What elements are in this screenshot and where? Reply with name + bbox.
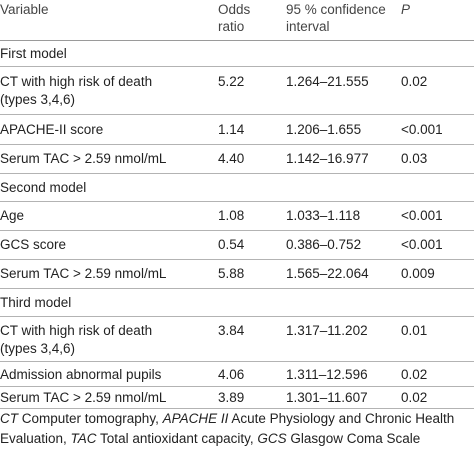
row-ci: 1.565–22.064: [286, 266, 369, 281]
footnote-def-tac: Total antioxidant capacity,: [96, 431, 258, 446]
section-title-second-model: Second model: [0, 180, 87, 195]
row-odds-ratio: 3.84: [218, 323, 245, 338]
row-divider: [0, 316, 474, 317]
footnote-abbr-ct: CT: [0, 411, 18, 426]
row-variable: APACHE-II score: [0, 122, 104, 137]
row-odds-ratio: 5.22: [218, 74, 245, 89]
row-ci: 1.264–21.555: [286, 74, 369, 89]
header-odds-ratio-line1: Odds: [218, 2, 251, 17]
row-p: 0.01: [401, 323, 428, 338]
row-p: 0.02: [401, 367, 428, 382]
row-ci: 1.301–11.607: [286, 390, 368, 405]
row-divider: [0, 66, 474, 67]
row-odds-ratio: 4.06: [218, 367, 245, 382]
row-divider: [0, 201, 474, 202]
row-variable: GCS score: [0, 237, 67, 252]
header-ci-line1: 95 % confidence: [286, 2, 386, 17]
row-variable: Serum TAC > 2.59 nmol/mL: [0, 151, 167, 166]
footnote-abbr-tac: TAC: [70, 431, 97, 446]
table-bottom-border: [0, 408, 474, 409]
header-ci-line2: interval: [286, 19, 330, 34]
section-title-third-model: Third model: [0, 295, 72, 310]
row-variable: Admission abnormal pupils: [0, 367, 162, 382]
row-p: 0.009: [401, 266, 435, 281]
row-divider: [0, 230, 474, 231]
row-divider: [0, 386, 474, 387]
row-ci: 1.317–11.202: [286, 323, 368, 338]
row-odds-ratio: 0.54: [218, 237, 245, 252]
footnote-abbr-gcs: GCS: [257, 431, 287, 446]
row-divider: [0, 361, 474, 362]
row-variable: Serum TAC > 2.59 nmol/mL: [0, 390, 167, 405]
row-p: 0.02: [401, 74, 428, 89]
row-variable: Serum TAC > 2.59 nmol/mL: [0, 266, 167, 281]
row-odds-ratio: 5.88: [218, 266, 245, 281]
row-divider: [0, 173, 474, 174]
row-ci: 0.386–0.752: [286, 237, 362, 252]
footnote-abbr-apache: APACHE II: [162, 411, 229, 426]
row-divider: [0, 288, 474, 289]
row-variable: CT with high risk of death: [0, 74, 153, 89]
row-divider: [0, 144, 474, 145]
row-ci: 1.311–12.596: [286, 367, 368, 382]
row-ci: 1.033–1.118: [286, 208, 361, 223]
footnote-def-ct: Computer tomography,: [18, 411, 163, 426]
footnote-def-apache: Acute Physiology and Chronic Health Eval…: [0, 411, 455, 446]
header-variable: Variable: [0, 2, 49, 17]
row-odds-ratio: 3.89: [218, 390, 245, 405]
row-variable-continued: (types 3,4,6): [0, 92, 76, 107]
row-variable: Age: [0, 208, 25, 223]
row-p: 0.03: [401, 151, 428, 166]
row-p: <0.001: [401, 237, 443, 252]
row-p: <0.001: [401, 122, 443, 137]
row-ci: 1.206–1.655: [286, 122, 362, 137]
table-footnote: CT Computer tomography, APACHE II Acute …: [0, 409, 474, 449]
header-odds-ratio-line2: ratio: [218, 19, 245, 34]
header-divider: [0, 40, 474, 41]
header-p: P: [401, 2, 411, 17]
row-divider: [0, 114, 474, 115]
footnote-def-gcs: Glasgow Coma Scale: [286, 431, 421, 446]
row-odds-ratio: 1.08: [218, 208, 245, 223]
row-odds-ratio: 4.40: [218, 151, 245, 166]
row-p: 0.02: [401, 390, 428, 405]
row-variable: CT with high risk of death: [0, 323, 153, 338]
row-variable-continued: (types 3,4,6): [0, 341, 76, 356]
row-ci: 1.142–16.977: [286, 151, 369, 166]
row-divider: [0, 259, 474, 260]
row-odds-ratio: 1.14: [218, 122, 245, 137]
section-title-first-model: First model: [0, 46, 67, 61]
row-p: <0.001: [401, 208, 443, 223]
